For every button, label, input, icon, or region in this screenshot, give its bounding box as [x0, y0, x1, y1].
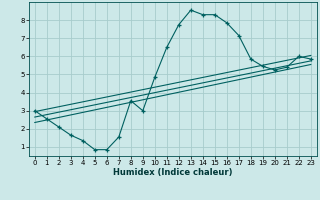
X-axis label: Humidex (Indice chaleur): Humidex (Indice chaleur) — [113, 168, 233, 177]
